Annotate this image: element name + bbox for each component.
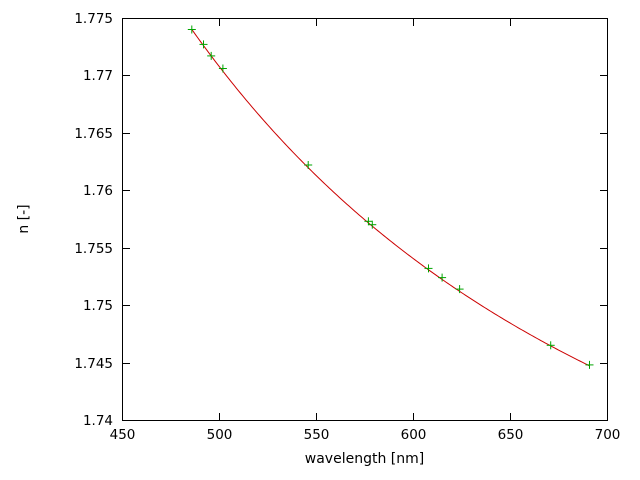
data-point-marker — [424, 264, 433, 273]
x-tick-label: 600 — [401, 427, 427, 443]
y-tick-label: 1.775 — [74, 11, 113, 27]
data-point-marker — [364, 217, 373, 226]
x-tick-label: 550 — [304, 427, 330, 443]
data-point-marker — [187, 25, 196, 34]
x-tick-label: 650 — [498, 427, 524, 443]
data-point-marker — [546, 341, 555, 350]
data-point-marker — [207, 51, 216, 60]
x-axis-label: wavelength [nm] — [305, 451, 424, 467]
y-tick-label: 1.765 — [74, 126, 113, 142]
y-tick-label: 1.74 — [83, 413, 113, 429]
y-tick-label: 1.77 — [83, 68, 113, 84]
y-tick-label: 1.755 — [74, 241, 113, 257]
fit-curve — [191, 29, 590, 367]
data-points-group — [187, 25, 594, 369]
x-tick-label: 700 — [595, 427, 621, 443]
y-tick-label: 1.745 — [74, 356, 113, 372]
data-point-marker — [438, 273, 447, 282]
data-point-marker — [304, 161, 313, 169]
data-point-marker — [218, 64, 227, 73]
data-point-marker — [199, 40, 208, 49]
y-axis-label: n [-] — [16, 204, 32, 233]
data-point-marker — [455, 285, 464, 294]
x-tick-label: 500 — [207, 427, 233, 443]
y-tick-label: 1.76 — [83, 183, 113, 199]
data-point-marker — [368, 220, 377, 229]
y-tick-label: 1.75 — [83, 298, 113, 314]
plot-frame — [122, 18, 608, 421]
x-tick-label: 450 — [110, 427, 136, 443]
data-point-marker — [585, 360, 594, 369]
